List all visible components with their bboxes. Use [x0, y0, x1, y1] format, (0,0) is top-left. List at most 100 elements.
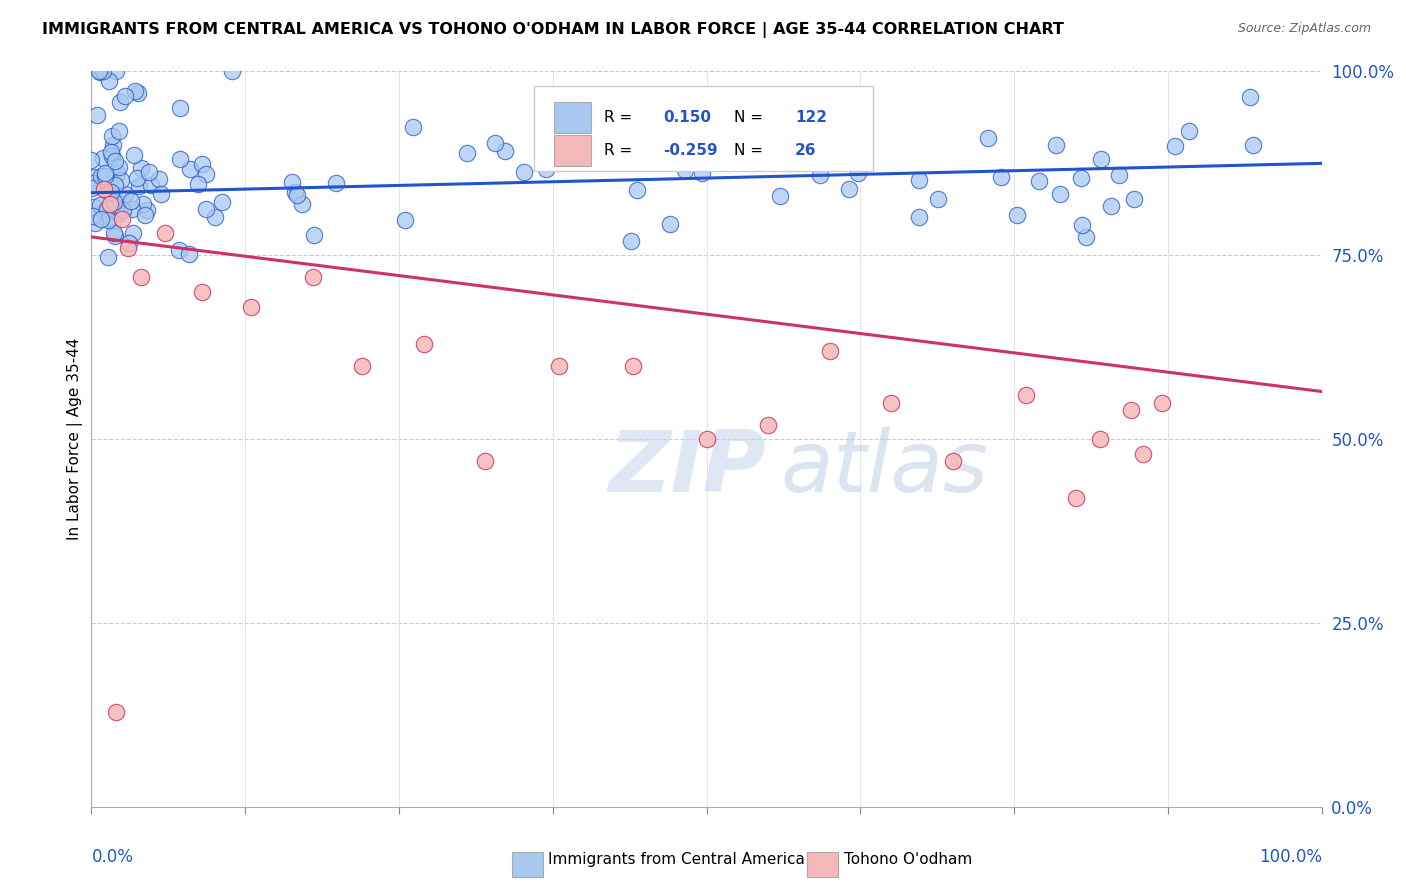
Text: 100.0%: 100.0%: [1258, 847, 1322, 866]
Point: [211, 194, 233, 209]
Text: Source: ZipAtlas.com: Source: ZipAtlas.com: [1237, 22, 1371, 36]
Point: [1045, 138, 1067, 153]
Point: [91, 151, 114, 165]
Point: [108, 95, 131, 109]
Point: [1177, 124, 1199, 138]
Point: [117, 241, 139, 255]
Point: [90, 169, 112, 184]
Point: [82, 209, 104, 223]
Point: [620, 234, 643, 248]
Point: [191, 285, 214, 300]
Point: [101, 138, 124, 153]
Point: [394, 212, 416, 227]
Point: [82, 181, 104, 195]
FancyBboxPatch shape: [554, 135, 591, 166]
Point: [551, 148, 574, 162]
Point: [1150, 395, 1173, 409]
Point: [927, 192, 949, 206]
Point: [221, 64, 243, 78]
FancyBboxPatch shape: [534, 87, 873, 170]
Point: [138, 165, 160, 179]
Point: [1070, 170, 1092, 185]
Point: [83, 169, 105, 184]
Point: [1099, 199, 1122, 213]
Point: [1123, 192, 1146, 206]
Point: [101, 128, 124, 143]
Point: [402, 120, 425, 135]
Point: [547, 359, 569, 373]
Text: R =: R =: [605, 111, 637, 125]
Point: [284, 186, 307, 200]
Point: [122, 226, 145, 240]
Point: [148, 171, 170, 186]
Point: [1028, 173, 1050, 187]
Point: [98, 197, 121, 211]
Point: [621, 359, 644, 373]
Point: [907, 211, 929, 225]
Point: [484, 136, 506, 150]
Text: N =: N =: [734, 143, 768, 158]
Point: [658, 217, 681, 231]
Point: [127, 86, 149, 100]
Point: [838, 182, 860, 196]
Point: [129, 161, 152, 176]
Point: [1108, 168, 1130, 182]
Text: ZIP: ZIP: [607, 427, 766, 510]
Point: [673, 162, 696, 177]
Point: [301, 270, 323, 285]
Point: [167, 243, 190, 257]
Text: 0.0%: 0.0%: [91, 847, 134, 866]
Point: [676, 155, 699, 169]
Point: [86, 108, 108, 122]
Point: [1119, 403, 1142, 417]
Point: [125, 171, 148, 186]
Point: [100, 149, 122, 163]
Point: [105, 166, 128, 180]
Point: [976, 130, 998, 145]
Point: [474, 454, 496, 468]
Point: [124, 83, 146, 97]
Point: [703, 149, 725, 163]
Point: [1070, 218, 1092, 232]
Point: [1090, 152, 1112, 166]
Point: [177, 246, 200, 260]
Point: [98, 185, 121, 199]
Point: [105, 705, 127, 719]
Point: [169, 152, 191, 166]
Point: [240, 300, 263, 314]
Point: [150, 187, 173, 202]
Point: [111, 202, 134, 217]
Point: [676, 153, 699, 167]
Point: [769, 189, 792, 203]
Point: [103, 227, 125, 241]
Point: [107, 160, 129, 174]
Point: [536, 162, 558, 177]
Point: [93, 207, 115, 221]
Point: [89, 65, 111, 79]
Point: [412, 336, 434, 351]
Point: [187, 177, 209, 191]
Point: [108, 123, 131, 137]
Text: R =: R =: [605, 143, 637, 158]
Point: [110, 173, 132, 187]
Point: [626, 183, 648, 197]
Point: [153, 227, 177, 241]
Point: [195, 167, 218, 181]
Point: [179, 162, 201, 177]
Point: [808, 168, 831, 182]
Point: [1088, 433, 1111, 447]
Point: [114, 88, 136, 103]
Point: [84, 217, 107, 231]
Point: [285, 188, 308, 202]
Point: [136, 203, 159, 218]
Text: 26: 26: [796, 143, 817, 158]
Point: [1049, 187, 1071, 202]
Point: [908, 173, 931, 187]
Point: [107, 205, 129, 219]
Point: [1005, 207, 1028, 221]
Point: [121, 202, 143, 216]
Point: [89, 198, 111, 212]
Point: [747, 132, 769, 146]
Point: [880, 395, 903, 409]
Point: [195, 202, 218, 216]
